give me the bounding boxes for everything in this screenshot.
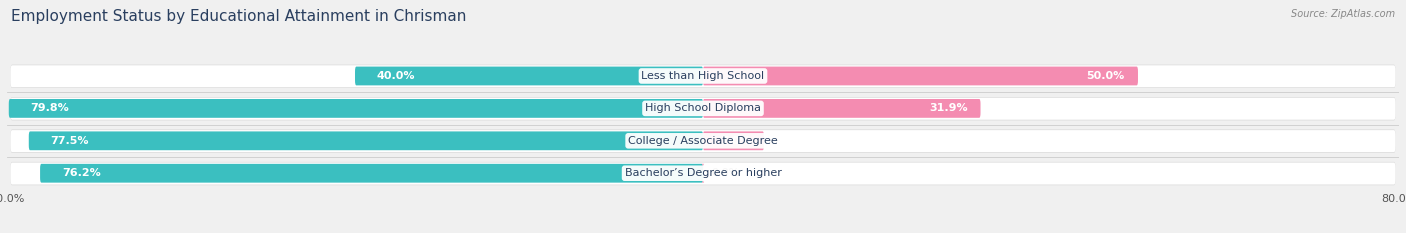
FancyBboxPatch shape: [8, 99, 703, 118]
FancyBboxPatch shape: [10, 65, 1396, 88]
FancyBboxPatch shape: [10, 163, 1396, 185]
Text: Source: ZipAtlas.com: Source: ZipAtlas.com: [1291, 9, 1395, 19]
Text: 31.9%: 31.9%: [929, 103, 967, 113]
FancyBboxPatch shape: [703, 131, 763, 150]
FancyBboxPatch shape: [10, 130, 1396, 152]
FancyBboxPatch shape: [703, 67, 1137, 85]
Text: 7.0%: 7.0%: [720, 136, 751, 146]
Text: 40.0%: 40.0%: [377, 71, 415, 81]
FancyBboxPatch shape: [10, 97, 1396, 120]
FancyBboxPatch shape: [10, 130, 1396, 153]
FancyBboxPatch shape: [41, 164, 703, 183]
FancyBboxPatch shape: [10, 98, 1396, 120]
FancyBboxPatch shape: [10, 162, 1396, 185]
Text: High School Diploma: High School Diploma: [645, 103, 761, 113]
Text: 79.8%: 79.8%: [31, 103, 69, 113]
Text: 0.0%: 0.0%: [711, 168, 740, 178]
FancyBboxPatch shape: [28, 131, 703, 150]
Text: Employment Status by Educational Attainment in Chrisman: Employment Status by Educational Attainm…: [11, 9, 467, 24]
Text: 77.5%: 77.5%: [51, 136, 89, 146]
Text: 50.0%: 50.0%: [1087, 71, 1125, 81]
Text: Less than High School: Less than High School: [641, 71, 765, 81]
Text: Bachelor’s Degree or higher: Bachelor’s Degree or higher: [624, 168, 782, 178]
Text: College / Associate Degree: College / Associate Degree: [628, 136, 778, 146]
FancyBboxPatch shape: [702, 164, 704, 183]
FancyBboxPatch shape: [354, 67, 703, 85]
FancyBboxPatch shape: [703, 99, 980, 118]
Text: 76.2%: 76.2%: [62, 168, 101, 178]
FancyBboxPatch shape: [10, 65, 1396, 87]
